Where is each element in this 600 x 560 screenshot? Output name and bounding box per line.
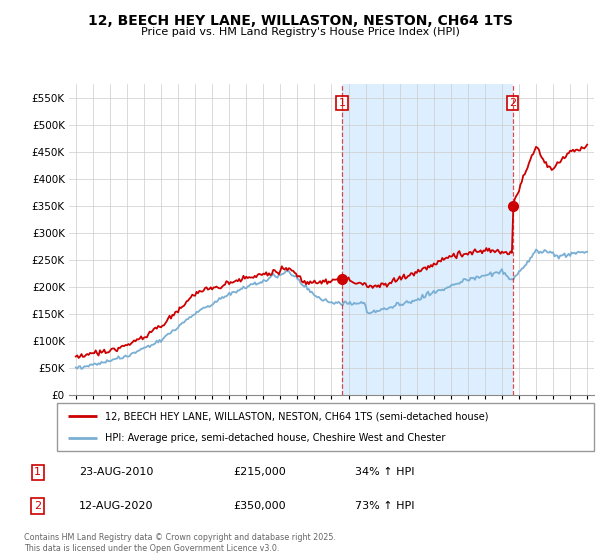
Text: 12, BEECH HEY LANE, WILLASTON, NESTON, CH64 1TS: 12, BEECH HEY LANE, WILLASTON, NESTON, C… — [88, 14, 512, 28]
Bar — [342, 84, 512, 395]
Text: HPI: Average price, semi-detached house, Cheshire West and Chester: HPI: Average price, semi-detached house,… — [106, 433, 446, 443]
Text: Contains HM Land Registry data © Crown copyright and database right 2025.
This d: Contains HM Land Registry data © Crown c… — [24, 533, 336, 553]
Text: 2: 2 — [34, 501, 41, 511]
Text: £215,000: £215,000 — [234, 468, 287, 478]
FancyBboxPatch shape — [57, 403, 594, 451]
Text: Price paid vs. HM Land Registry's House Price Index (HPI): Price paid vs. HM Land Registry's House … — [140, 27, 460, 37]
Text: 1: 1 — [34, 468, 41, 478]
Text: 73% ↑ HPI: 73% ↑ HPI — [355, 501, 415, 511]
Text: 12, BEECH HEY LANE, WILLASTON, NESTON, CH64 1TS (semi-detached house): 12, BEECH HEY LANE, WILLASTON, NESTON, C… — [106, 411, 489, 421]
Text: 12-AUG-2020: 12-AUG-2020 — [79, 501, 154, 511]
Text: 34% ↑ HPI: 34% ↑ HPI — [355, 468, 415, 478]
Text: 1: 1 — [338, 98, 346, 108]
Text: £350,000: £350,000 — [234, 501, 286, 511]
Text: 2: 2 — [509, 98, 516, 108]
Text: 23-AUG-2010: 23-AUG-2010 — [79, 468, 154, 478]
